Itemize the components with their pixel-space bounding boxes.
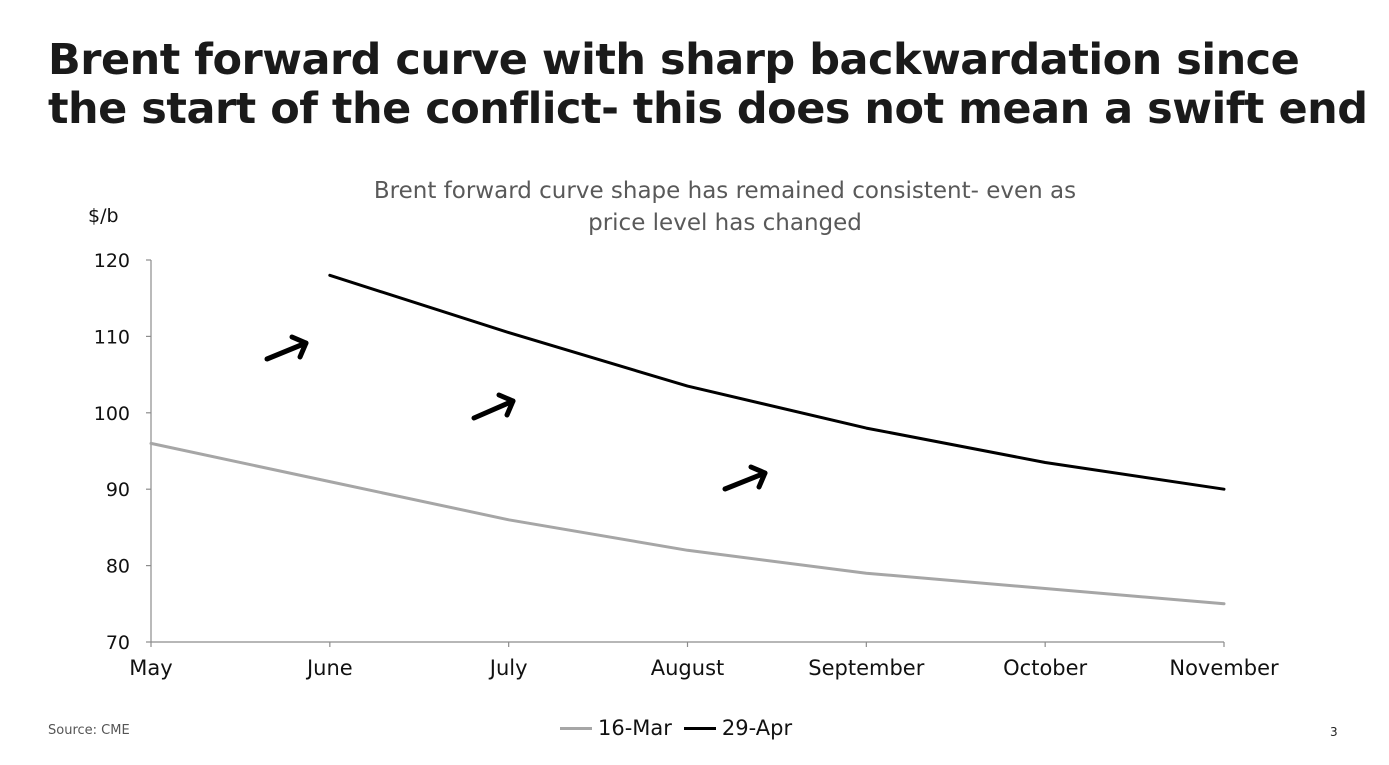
legend-swatch — [683, 726, 716, 730]
x-tick-label: September — [808, 656, 924, 680]
series-lines — [149, 273, 1226, 606]
x-tick-label: July — [488, 656, 528, 680]
annotation-arrow — [264, 334, 309, 362]
legend-label: 29-Apr — [721, 716, 793, 740]
page-number: 3 — [1330, 725, 1338, 739]
annotation-arrows — [264, 334, 768, 492]
x-tick-label: November — [1169, 656, 1279, 680]
annotation-arrow — [722, 464, 768, 492]
annotation-arrow — [471, 392, 516, 421]
source-note: Source: CME — [48, 723, 130, 738]
x-tick-label: May — [129, 656, 172, 680]
x-axis-ticks: May June July August September October Novembe… — [129, 642, 1279, 680]
y-axis-label: $/b — [88, 205, 119, 227]
axes — [150, 260, 1224, 643]
x-tick-label: October — [1003, 656, 1087, 680]
x-tick-label: June — [305, 656, 353, 680]
y-tick-label: 120 — [94, 250, 130, 272]
slide-title: Brent forward curve with sharp backwarda… — [48, 35, 1368, 134]
x-tick-label: August — [651, 656, 725, 680]
series-line-16-mar — [149, 441, 1226, 606]
y-tick-label: 110 — [94, 326, 130, 348]
y-tick-label: 90 — [106, 479, 130, 501]
legend: 16-Mar 29-Apr — [560, 716, 804, 740]
legend-label: 16-Mar — [598, 716, 672, 740]
legend-item: 16-Mar — [560, 716, 672, 740]
legend-item: 29-Apr — [683, 716, 793, 740]
y-tick-label: 80 — [106, 556, 130, 578]
chart-title: Brent forward curve shape has remained c… — [374, 178, 1076, 236]
legend-swatch — [560, 726, 592, 730]
y-axis-ticks: 70 80 90 100 110 120 — [94, 250, 151, 654]
y-tick-label: 100 — [94, 403, 130, 425]
series-line-29-apr — [328, 273, 1226, 491]
y-tick-label: 70 — [106, 632, 130, 654]
